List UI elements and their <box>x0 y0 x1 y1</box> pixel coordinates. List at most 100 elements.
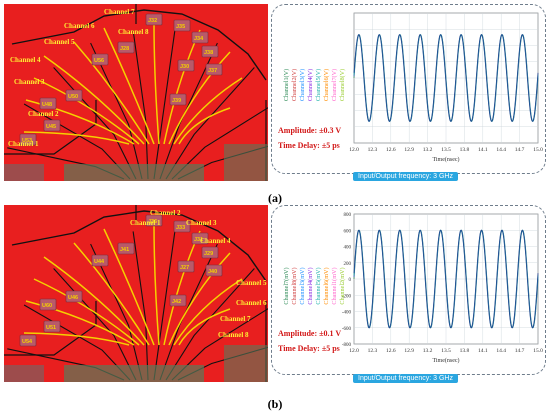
signal-trace <box>33 77 140 145</box>
legend-entry: Channel7(mV) <box>283 267 290 304</box>
x-tick-label: 14.4 <box>496 348 506 354</box>
component-pad <box>43 320 61 333</box>
channel-label: Channel 4 <box>200 237 231 245</box>
signal-trace <box>103 228 155 346</box>
x-tick-label: 13.5 <box>441 348 451 354</box>
x-tick-label: 14.1 <box>478 147 488 153</box>
component-pad <box>65 89 83 102</box>
signal-trace <box>43 256 145 346</box>
board-outline <box>11 9 267 81</box>
waveform-chart-b: 12.0 12.3 12.6 12.9 13.2 13.5 13.8 14.1 14.4 14.7… <box>283 213 543 364</box>
x-tick-label: 13.8 <box>460 348 470 354</box>
channel-label: Channel 4 <box>10 56 41 64</box>
legend-entry: Channel5(mV) <box>315 267 322 304</box>
component-label: J33 <box>176 225 185 231</box>
x-tick-label: 12.6 <box>386 348 396 354</box>
component-pad <box>169 294 187 307</box>
y-tick-label: -600 <box>342 327 352 332</box>
x-tick-label: 12.0 <box>349 147 359 153</box>
y-tick-label: 200 <box>344 262 352 267</box>
component-pad <box>19 334 37 347</box>
channel-label: Channel 1 <box>8 140 39 148</box>
x-tick-label: 12.0 <box>349 348 359 354</box>
amplitude-label: Amplitude: ±0.1 V <box>278 329 342 338</box>
fanout-trace <box>153 231 176 381</box>
x-tick-label: 12.6 <box>386 147 396 153</box>
component-pad <box>205 63 223 76</box>
y-tick-label: -200 <box>342 294 352 299</box>
frequency-badge: Input/Output frequency: 3 GHz <box>353 374 458 383</box>
channel-label: Channel 6 <box>64 22 95 30</box>
fanout-trace <box>90 243 143 381</box>
x-axis-label: Time(nsec) <box>432 357 459 364</box>
connector-area <box>224 345 268 382</box>
signal-trace <box>173 77 243 145</box>
waveform-panel-a: 12.0 12.3 12.6 12.9 13.2 13.5 13.8 14.1 14.4 14.7… <box>271 4 546 174</box>
panel-a: J32 J35 J34 J38 J30 J37 J39 J28 U56 U50 U48 U45 U53 C… <box>0 0 550 208</box>
signal-trace <box>178 308 231 346</box>
fanout-trace <box>159 42 218 180</box>
component-label: J41 <box>120 247 129 253</box>
legend-entry: Channel3(V) <box>299 69 306 101</box>
panel-label-a: (a) <box>268 191 282 205</box>
pcb-layout-drawing: J36 J33 J31 J29 J27 J40 J42 J41 U44 U46 U60 U51 U54 C… <box>4 205 268 382</box>
component-label: U51 <box>46 325 56 331</box>
fanout-trace <box>90 42 143 180</box>
fanout-trace <box>132 30 149 180</box>
component-pad <box>191 232 209 245</box>
component-pad <box>201 45 219 58</box>
component-pad <box>91 254 109 267</box>
y-tick-label: 400 <box>344 246 352 251</box>
signal-trace <box>25 99 135 145</box>
x-tick-label: 14.4 <box>496 147 506 153</box>
component-pad <box>173 220 191 233</box>
component-label: J31 <box>194 237 203 243</box>
component-label: U54 <box>22 339 33 345</box>
connector-area <box>64 164 204 181</box>
component-label: J29 <box>204 251 213 257</box>
component-label: J40 <box>208 269 217 275</box>
legend-entry: Channel7(V) <box>331 69 338 101</box>
panel-label-b: (b) <box>267 397 283 411</box>
amplitude-label: Amplitude: ±0.3 V <box>278 126 342 135</box>
component-pad <box>91 53 109 66</box>
x-tick-label: 13.2 <box>423 348 433 354</box>
signal-trace <box>25 300 135 346</box>
component-label: J32 <box>148 18 157 24</box>
component-label: J42 <box>172 299 181 305</box>
board-outline <box>11 210 267 282</box>
connector-area <box>4 164 44 181</box>
component-label: U46 <box>68 295 78 301</box>
channel-label: Channel 5 <box>44 38 75 46</box>
channel-label: Channel 3 <box>14 78 45 86</box>
component-pad <box>65 290 83 303</box>
x-tick-label: 14.1 <box>478 348 488 354</box>
channel-label: Channel 3 <box>186 219 217 227</box>
x-tick-label: 13.8 <box>460 147 470 153</box>
waveform-series <box>353 34 539 122</box>
component-label: U48 <box>42 102 52 108</box>
legend-entry: Channel1(V) <box>283 69 290 101</box>
signal-trace <box>103 27 155 145</box>
signal-trace <box>168 51 231 145</box>
x-tick-label: 12.9 <box>404 147 414 153</box>
channel-label: Channel 7 <box>104 8 135 16</box>
channel-label: Channel 8 <box>118 28 149 36</box>
component-pad <box>145 214 163 227</box>
legend-entry: Channel8(V) <box>339 69 346 101</box>
legend-entry: Channel2(V) <box>291 69 298 101</box>
legend-entry: Channel2(mV) <box>339 267 346 304</box>
pcb-layout-drawing: J32J35J34J38J30J37J39J28U56U50U48U45U53C… <box>4 4 268 181</box>
x-tick-label: 12.9 <box>404 348 414 354</box>
connector-area <box>224 144 268 181</box>
pcb-layout-b: J36 J33 J31 J29 J27 J40 J42 J41 U44 U46 U60 U51 U54 C… <box>4 205 268 382</box>
legend-entry: Channel6(mV) <box>323 267 330 304</box>
x-tick-label: 14.7 <box>515 348 525 354</box>
component-pad <box>177 59 195 72</box>
time-delay-label: Time Delay: ±5 ps <box>278 344 340 353</box>
signal-trace <box>73 242 150 346</box>
x-tick-label: 13.5 <box>441 147 451 153</box>
component-label: U53 <box>22 138 32 144</box>
component-pad <box>43 119 61 132</box>
fanout-trace <box>153 30 176 180</box>
